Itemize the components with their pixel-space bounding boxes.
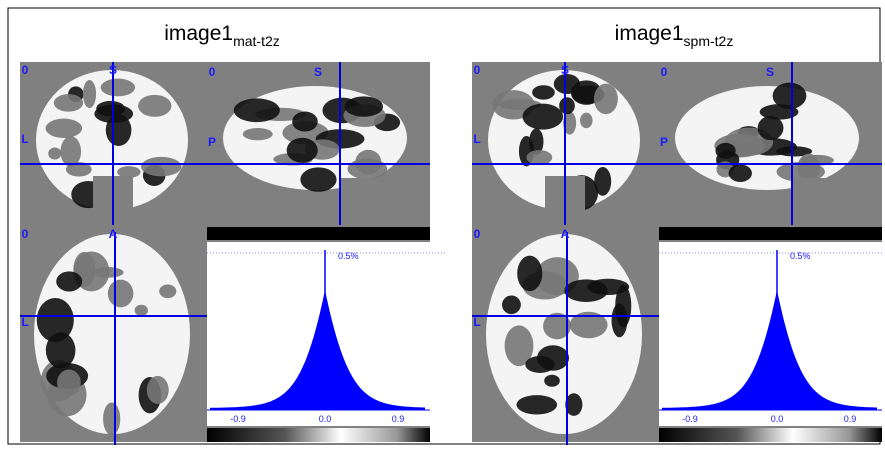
orientation-label: L (21, 132, 28, 146)
neck-gap (340, 178, 410, 198)
orientation-label: 0 (22, 227, 29, 241)
brain-blob (54, 94, 83, 112)
orientation-label: L (473, 315, 480, 329)
brain-blob (532, 85, 555, 99)
histogram-tick-label: 0.9 (844, 414, 857, 424)
brain-blob (516, 395, 557, 414)
screenshot: image1mat-t2z0SL0SP0AL0.5%-0.90.00.9imag… (0, 0, 885, 453)
brain-blob (300, 167, 336, 191)
histogram-top-bar (207, 227, 430, 240)
brain-blob (537, 345, 569, 370)
orientation-label: S (109, 63, 117, 77)
brain-blob (46, 119, 83, 138)
orientation-label: 0 (474, 227, 481, 241)
orientation-label: P (660, 135, 668, 149)
panel-title: image1spm-t2z (615, 22, 734, 49)
brain-blob (523, 104, 564, 130)
viewer-panel: image1spm-t2z 0 S L 0 S P 0 A L 0.5% -0.9 0.0 0.9 (472, 22, 882, 445)
brain-blob (345, 96, 383, 116)
orientation-label: A (561, 227, 570, 241)
brain-blob (108, 280, 134, 308)
brain-blob (56, 271, 82, 291)
brain-blob (564, 279, 608, 302)
orientation-label: S (314, 65, 322, 79)
brain-blob (57, 369, 81, 395)
brain-blob (544, 375, 560, 387)
histogram-peak-label: 0.5% (338, 251, 359, 261)
neck-gap (792, 178, 862, 198)
brain-blob (287, 138, 318, 163)
brain-blob (243, 128, 273, 140)
brain-blob (517, 256, 542, 292)
panel-title: image1mat-t2z (164, 22, 280, 49)
orientation-label: S (766, 65, 774, 79)
brain-blob (355, 150, 381, 175)
brain-blob (580, 113, 592, 129)
brain-blob (612, 303, 628, 337)
brain-blob (798, 154, 820, 182)
histogram-tick-label: -0.9 (682, 414, 698, 424)
brain-blob (48, 148, 61, 160)
brain-blob (526, 150, 552, 165)
orientation-label: 0 (22, 63, 29, 77)
orientation-label: L (473, 132, 480, 146)
histogram-tick-label: 0.0 (319, 414, 332, 424)
brain-blob (37, 298, 74, 342)
histogram-tick-label: -0.9 (230, 414, 246, 424)
title-main: image1 (164, 22, 233, 45)
orientation-label: L (21, 315, 28, 329)
brain-blob (138, 95, 171, 117)
viewer-panel: image1mat-t2z 0 S L 0 S P 0 A L 0.5% -0.9 0.0 0.9 (20, 22, 447, 445)
title-main: image1 (615, 22, 684, 45)
orientation-label: 0 (474, 63, 481, 77)
orientation-label: 0 (209, 65, 216, 79)
orientation-label: S (561, 63, 569, 77)
histogram-tick-label: 0.0 (771, 414, 784, 424)
brain-blob (106, 114, 132, 146)
brain-blob (103, 403, 120, 436)
histogram-peak-label: 0.5% (790, 251, 811, 261)
histogram-tick-label: 0.9 (392, 414, 405, 424)
brain-blob (147, 376, 169, 404)
brain-blob (729, 164, 752, 182)
brain-blob (92, 267, 123, 278)
title-subscript: spm-t2z (684, 33, 734, 49)
orientation-label: 0 (661, 65, 668, 79)
orientation-label: A (109, 227, 118, 241)
brain-blob (292, 112, 318, 132)
colorbar (659, 428, 882, 442)
brain-blob (594, 84, 618, 115)
brain-blob (135, 305, 148, 316)
title-subscript: mat-t2z (233, 33, 280, 49)
brain-blob (715, 143, 735, 159)
brain-blob (502, 295, 521, 314)
brain-blob (101, 79, 135, 97)
histogram-top-bar (659, 227, 882, 240)
brain-blob (83, 80, 96, 108)
brain-blob (234, 98, 280, 122)
brain-blob (96, 101, 125, 117)
brain-blob (594, 167, 611, 196)
colorbar (207, 428, 430, 442)
brain-blob (141, 157, 182, 176)
orientation-label: P (208, 135, 216, 149)
brain-blob (159, 284, 176, 298)
